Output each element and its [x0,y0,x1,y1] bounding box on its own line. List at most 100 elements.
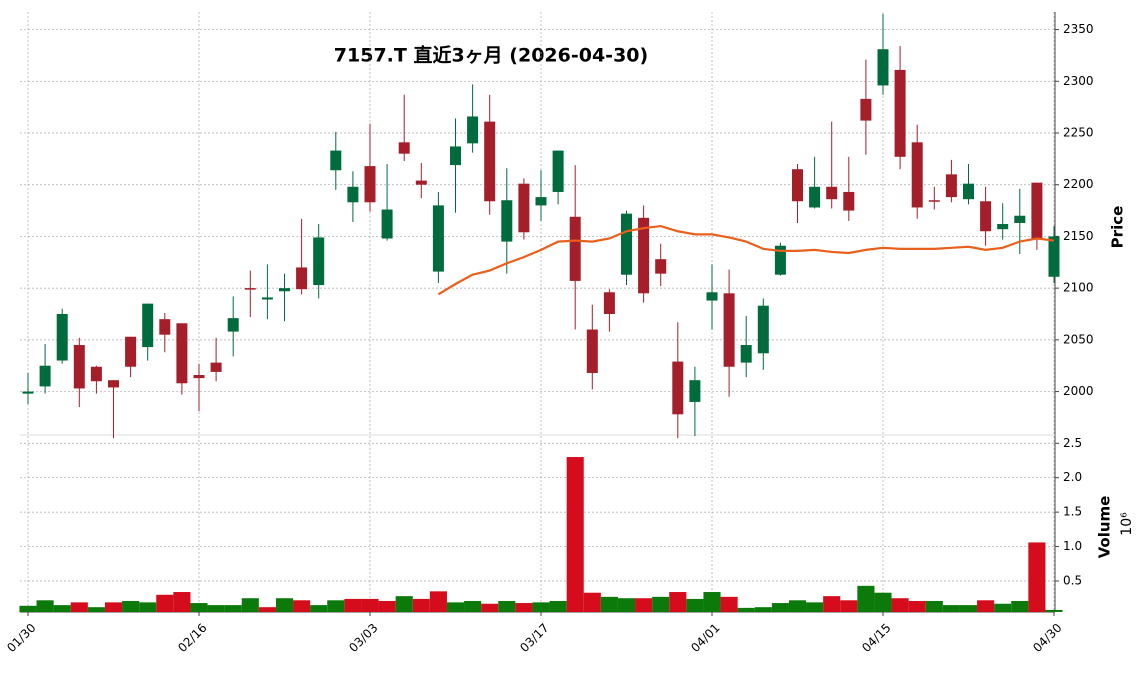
x-tick-label: 03/17 [517,621,551,655]
volume-bar [293,600,311,612]
volume-bar [652,596,670,612]
volume-bar [1045,609,1063,612]
volume-bar [959,605,978,612]
candle-body [415,180,427,185]
candle-body [586,329,598,373]
candle-body [364,166,376,203]
candle-body [792,169,803,202]
x-tick-label: 02/16 [175,621,209,655]
volume-axis-label: Volume [1096,496,1114,559]
candle-body [518,183,530,233]
volume-bar [224,605,242,612]
candle-body [963,183,974,200]
volume-bar [908,600,926,612]
volume-bar [412,598,430,612]
candle-body [90,366,102,382]
candle-body [22,391,34,394]
candle-body [757,305,769,354]
volume-bar [464,600,482,612]
volume-bar [566,457,584,612]
volume-bar [703,592,721,612]
candle-body [227,318,239,332]
candle-body [347,186,359,203]
candle-body [1014,215,1026,223]
volume-bar [258,607,276,612]
volume-bar [737,607,755,612]
candle-body [432,205,444,272]
candle-body [621,213,632,275]
candle-body [56,313,68,361]
candle-body [826,186,838,200]
candle-body [467,116,479,144]
volume-bar [686,598,704,612]
volume-bar [720,596,738,612]
volume-tick-label: 0.5 [1063,574,1082,588]
volume-bar [669,592,687,612]
y-tick-label: 2000 [1063,384,1094,398]
candle-body [176,323,188,384]
y-tick-label: 2350 [1063,22,1094,36]
candle-body [73,345,85,389]
candle-body [261,297,273,300]
candle-body [330,150,342,171]
candle-body [39,365,51,387]
candle-body [279,288,290,292]
candle-body [159,319,171,335]
candle-body [877,49,889,86]
candle-body [809,186,821,208]
y-tick-label: 2150 [1063,229,1094,243]
y-tick-label: 2050 [1063,332,1094,346]
volume-bar [104,602,123,612]
candle-body [997,224,1009,230]
candle-body [398,142,410,154]
candle-body [569,216,581,281]
y-tick-label: 2300 [1063,74,1094,88]
volume-bar [823,596,841,612]
volume-bar [925,600,943,612]
candle-body [535,197,547,206]
volume-bar [87,607,105,612]
candle-body [108,380,119,388]
volume-bar [754,607,772,612]
candle-body [552,150,564,192]
volume-bar [532,602,550,612]
volume-bar [53,605,71,612]
volume-bar [583,592,601,612]
candle-body [928,200,940,202]
volume-bar [977,600,995,612]
volume-bar [771,603,789,612]
volume-tick-label: 1.5 [1063,505,1082,519]
volume-bar [515,603,533,612]
candle-body [501,200,513,242]
candle-body [1048,236,1060,277]
volume-bar [207,605,225,612]
volume-bar [327,600,345,612]
candle-body [911,142,923,208]
y-axis-label: Price [1109,206,1127,249]
volume-bar [446,602,465,612]
candle-body [296,267,308,290]
volume-bar [36,600,54,612]
y-tick-label: 2100 [1063,281,1094,295]
x-tick-label: 04/30 [1030,621,1064,655]
candle-body [894,69,906,157]
y-tick-label: 2200 [1063,177,1094,191]
candle-body [1031,182,1043,239]
volume-bar [139,602,157,612]
candle-body [313,237,325,286]
volume-bar [840,600,858,612]
volume-bar [429,591,447,612]
candle-body [142,303,154,348]
volume-bar [857,585,875,612]
volume-bar [19,605,37,612]
volume-bar [874,592,892,612]
candle-body [945,174,957,198]
x-tick-label: 01/30 [4,621,38,655]
candle-body [723,293,735,367]
volume-bar [378,600,396,612]
candle-body [672,361,684,415]
y-tick-label: 2250 [1063,126,1094,140]
x-tick-label: 04/01 [688,621,722,655]
chart-title: 7157.T 直近3ヶ月 (2026-04-30) [334,44,648,67]
